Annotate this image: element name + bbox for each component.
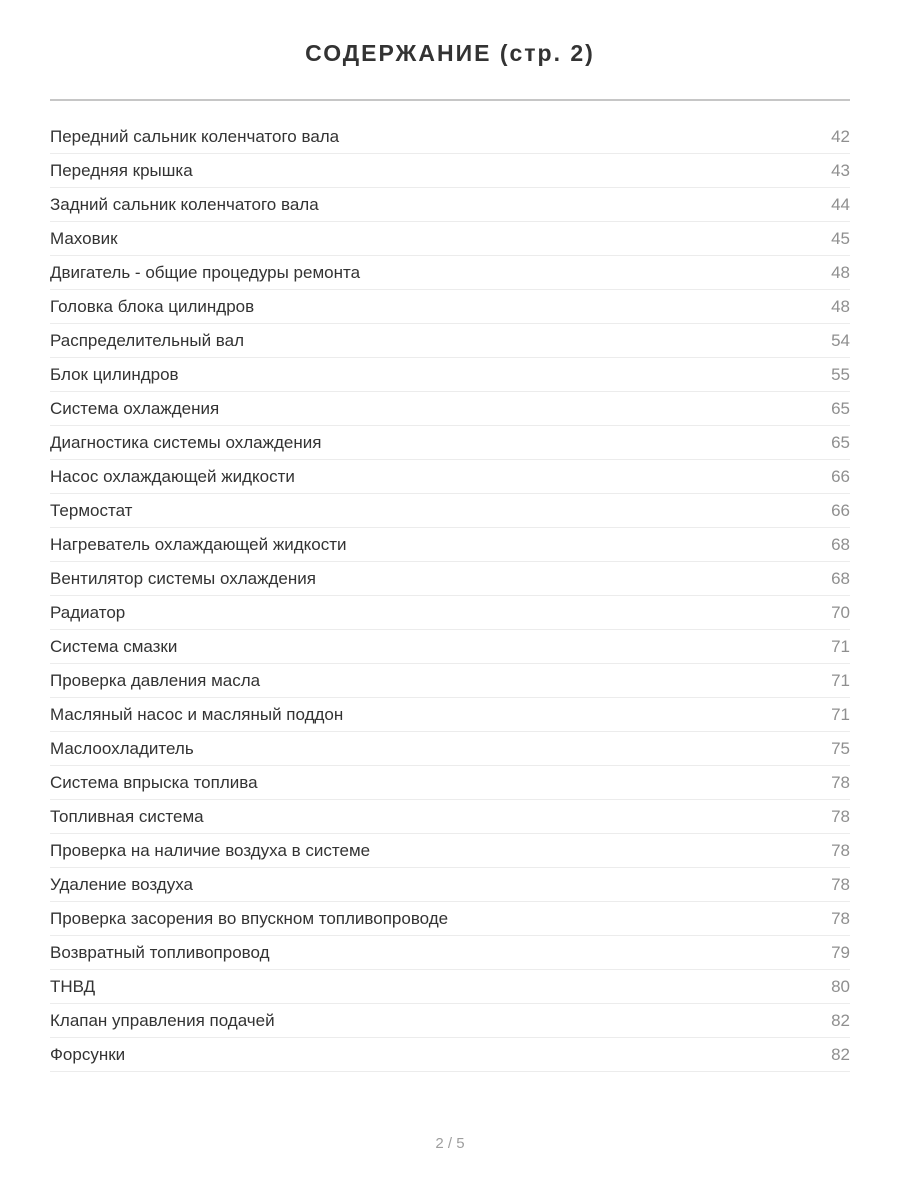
toc-entry-page: 82 <box>831 1044 850 1064</box>
toc-entry-page: 79 <box>831 942 850 962</box>
toc-row: Головка блока цилиндров 48 <box>50 290 850 324</box>
toc-row: Маслоохладитель 75 <box>50 732 850 766</box>
toc-row: Диагностика системы охлаждения 65 <box>50 426 850 460</box>
toc-entry-page: 45 <box>831 228 850 248</box>
toc-entry-page: 78 <box>831 874 850 894</box>
toc-entry-label: Удаление воздуха <box>50 874 193 894</box>
toc-entry-label: Масляный насос и масляный поддон <box>50 704 344 724</box>
toc-row: Удаление воздуха 78 <box>50 868 850 902</box>
toc-row: Масляный насос и масляный поддон 71 <box>50 698 850 732</box>
toc-entry-page: 55 <box>831 364 850 384</box>
toc-row: Топливная система 78 <box>50 800 850 834</box>
toc-entry-page: 70 <box>831 602 850 622</box>
toc-row: Система охлаждения 65 <box>50 392 850 426</box>
toc-entry-label: Задний сальник коленчатого вала <box>50 194 319 214</box>
toc-row: Передняя крышка 43 <box>50 154 850 188</box>
toc-entry-label: Термостат <box>50 500 133 520</box>
toc-entry-label: Двигатель - общие процедуры ремонта <box>50 262 361 282</box>
toc-entry-label: Система впрыска топлива <box>50 772 258 792</box>
toc-entry-page: 66 <box>831 466 850 486</box>
toc-entry-page: 78 <box>831 840 850 860</box>
toc-row: Клапан управления подачей 82 <box>50 1004 850 1038</box>
toc-entry-label: Вентилятор системы охлаждения <box>50 568 316 588</box>
toc-row: Блок цилиндров 55 <box>50 358 850 392</box>
toc-entry-label: Проверка засорения во впускном топливопр… <box>50 908 449 928</box>
toc-row: Распределительный вал 54 <box>50 324 850 358</box>
toc-entry-page: 78 <box>831 772 850 792</box>
toc-entry-label: Передний сальник коленчатого вала <box>50 126 340 146</box>
toc-list: Передний сальник коленчатого вала 42 Перед… <box>50 120 850 1072</box>
toc-entry-label: Нагреватель охлаждающей жидкости <box>50 534 347 554</box>
toc-entry-page: 75 <box>831 738 850 758</box>
toc-entry-label: Маслоохладитель <box>50 738 194 758</box>
toc-entry-page: 43 <box>831 160 850 180</box>
toc-entry-label: Передняя крышка <box>50 160 193 180</box>
page-title: СОДЕРЖАНИЕ (стр. 2) <box>305 40 595 66</box>
toc-row: ТНВД 80 <box>50 970 850 1004</box>
toc-row: Форсунки 82 <box>50 1038 850 1072</box>
toc-entry-page: 54 <box>831 330 850 350</box>
toc-row: Возвратный топливопровод 79 <box>50 936 850 970</box>
toc-entry-label: Проверка на наличие воздуха в системе <box>50 840 371 860</box>
toc-entry-label: Топливная система <box>50 806 204 826</box>
toc-entry-label: Радиатор <box>50 602 126 622</box>
toc-row: Двигатель - общие процедуры ремонта 48 <box>50 256 850 290</box>
toc-entry-label: Форсунки <box>50 1044 126 1064</box>
toc-entry-label: Клапан управления подачей <box>50 1010 275 1030</box>
toc-row: Вентилятор системы охлаждения 68 <box>50 562 850 596</box>
toc-entry-page: 82 <box>831 1010 850 1030</box>
toc-entry-page: 80 <box>831 976 850 996</box>
toc-entry-page: 44 <box>831 194 850 214</box>
header-divider <box>50 99 850 101</box>
toc-entry-page: 71 <box>831 636 850 656</box>
toc-entry-label: Проверка давления масла <box>50 670 261 690</box>
toc-entry-page: 65 <box>831 398 850 418</box>
toc-row: Проверка на наличие воздуха в системе 78 <box>50 834 850 868</box>
toc-row: Проверка засорения во впускном топливопр… <box>50 902 850 936</box>
toc-entry-label: Диагностика системы охлаждения <box>50 432 322 452</box>
toc-entry-label: Система охлаждения <box>50 398 220 418</box>
toc-entry-label: ТНВД <box>50 976 96 996</box>
toc-row: Насос охлаждающей жидкости 66 <box>50 460 850 494</box>
toc-entry-page: 42 <box>831 126 850 146</box>
toc-row: Проверка давления масла 71 <box>50 664 850 698</box>
toc-entry-label: Система смазки <box>50 636 178 656</box>
toc-row: Система впрыска топлива 78 <box>50 766 850 800</box>
toc-entry-label: Возвратный топливопровод <box>50 942 270 962</box>
toc-entry-page: 78 <box>831 908 850 928</box>
toc-entry-page: 66 <box>831 500 850 520</box>
toc-entry-label: Распределительный вал <box>50 330 244 350</box>
toc-entry-label: Насос охлаждающей жидкости <box>50 466 295 486</box>
toc-row: Радиатор 70 <box>50 596 850 630</box>
toc-entry-page: 68 <box>831 534 850 554</box>
toc-entry-page: 65 <box>831 432 850 452</box>
toc-entry-label: Головка блока цилиндров <box>50 296 255 316</box>
toc-row: Система смазки 71 <box>50 630 850 664</box>
toc-entry-label: Блок цилиндров <box>50 364 179 384</box>
toc-row: Термостат 66 <box>50 494 850 528</box>
toc-row: Маховик 45 <box>50 222 850 256</box>
toc-entry-label: Маховик <box>50 228 118 248</box>
toc-entry-page: 78 <box>831 806 850 826</box>
toc-entry-page: 71 <box>831 670 850 690</box>
toc-row: Передний сальник коленчатого вала 42 <box>50 120 850 154</box>
page-indicator: 2 / 5 <box>435 1135 465 1152</box>
toc-entry-page: 71 <box>831 704 850 724</box>
toc-row: Задний сальник коленчатого вала 44 <box>50 188 850 222</box>
toc-entry-page: 68 <box>831 568 850 588</box>
toc-row: Нагреватель охлаждающей жидкости 68 <box>50 528 850 562</box>
toc-entry-page: 48 <box>831 262 850 282</box>
toc-entry-page: 48 <box>831 296 850 316</box>
